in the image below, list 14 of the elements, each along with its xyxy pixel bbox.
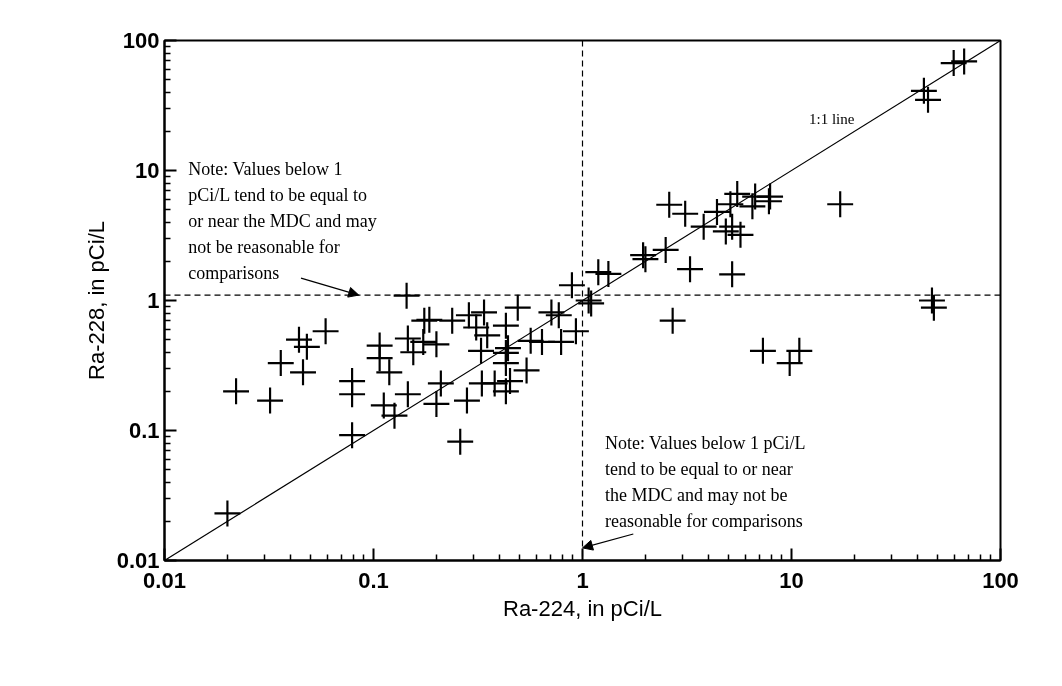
x-tick-label: 0.1 [358,567,389,593]
y-tick-label: 0.1 [128,418,160,443]
y-tick-label: 100 [122,28,160,53]
x-axis-title: Ra-224, in pCi/L [503,595,662,621]
x-tick-label: 100 [982,567,1019,593]
ref-line-label: Note: Values below 1 pCi/L tend to be equal to or near the MDC and may not be reasonable for comparisons [188,158,377,283]
x-tick-label: 1 [576,567,589,593]
series-label: 1:1 line [808,110,855,127]
y-tick-label: 1 [147,288,160,313]
y-tick-label: 10 [135,158,160,183]
ref-line-label: Note: Values below 1 pCi/L tend to be equal to or near the MDC and may not be reasonable for comparisons [604,433,806,532]
y-tick-label: 0.01 [116,548,160,573]
y-axis-title: Ra-228, in pCi/L [83,221,109,380]
x-tick-label: 10 [779,567,804,593]
